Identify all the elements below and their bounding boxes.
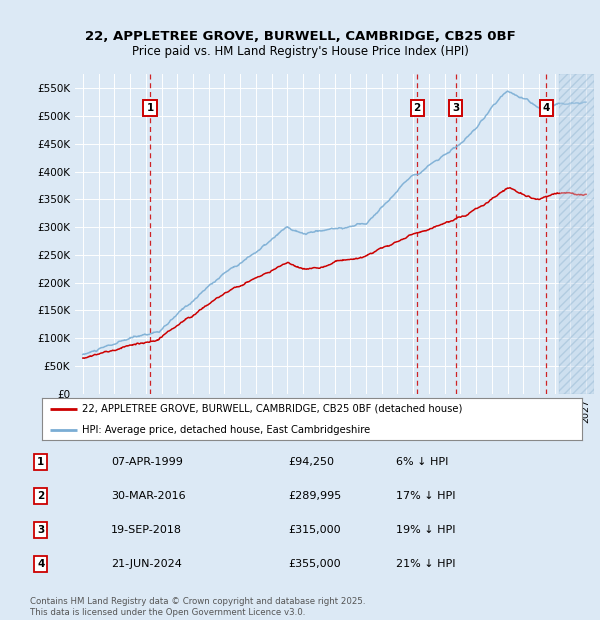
Text: 1: 1 xyxy=(146,103,154,113)
Text: 6% ↓ HPI: 6% ↓ HPI xyxy=(396,457,448,467)
Text: 07-APR-1999: 07-APR-1999 xyxy=(111,457,183,467)
Text: £315,000: £315,000 xyxy=(288,525,341,535)
Text: Price paid vs. HM Land Registry's House Price Index (HPI): Price paid vs. HM Land Registry's House … xyxy=(131,45,469,58)
Text: 19% ↓ HPI: 19% ↓ HPI xyxy=(396,525,455,535)
Text: HPI: Average price, detached house, East Cambridgeshire: HPI: Average price, detached house, East… xyxy=(83,425,371,435)
Text: 2: 2 xyxy=(413,103,421,113)
Text: 17% ↓ HPI: 17% ↓ HPI xyxy=(396,491,455,501)
Bar xyxy=(559,74,594,394)
Text: 19-SEP-2018: 19-SEP-2018 xyxy=(111,525,182,535)
Text: 3: 3 xyxy=(452,103,460,113)
Text: 3: 3 xyxy=(37,525,44,535)
Text: £355,000: £355,000 xyxy=(288,559,341,569)
Text: Contains HM Land Registry data © Crown copyright and database right 2025.
This d: Contains HM Land Registry data © Crown c… xyxy=(30,598,365,617)
Text: £289,995: £289,995 xyxy=(288,491,341,501)
Text: 4: 4 xyxy=(37,559,44,569)
Text: 22, APPLETREE GROVE, BURWELL, CAMBRIDGE, CB25 0BF: 22, APPLETREE GROVE, BURWELL, CAMBRIDGE,… xyxy=(85,30,515,43)
Text: 22, APPLETREE GROVE, BURWELL, CAMBRIDGE, CB25 0BF (detached house): 22, APPLETREE GROVE, BURWELL, CAMBRIDGE,… xyxy=(83,404,463,414)
Text: 1: 1 xyxy=(37,457,44,467)
Text: £94,250: £94,250 xyxy=(288,457,334,467)
Text: 4: 4 xyxy=(542,103,550,113)
Text: 30-MAR-2016: 30-MAR-2016 xyxy=(111,491,185,501)
Text: 21-JUN-2024: 21-JUN-2024 xyxy=(111,559,182,569)
Text: 2: 2 xyxy=(37,491,44,501)
Text: 21% ↓ HPI: 21% ↓ HPI xyxy=(396,559,455,569)
